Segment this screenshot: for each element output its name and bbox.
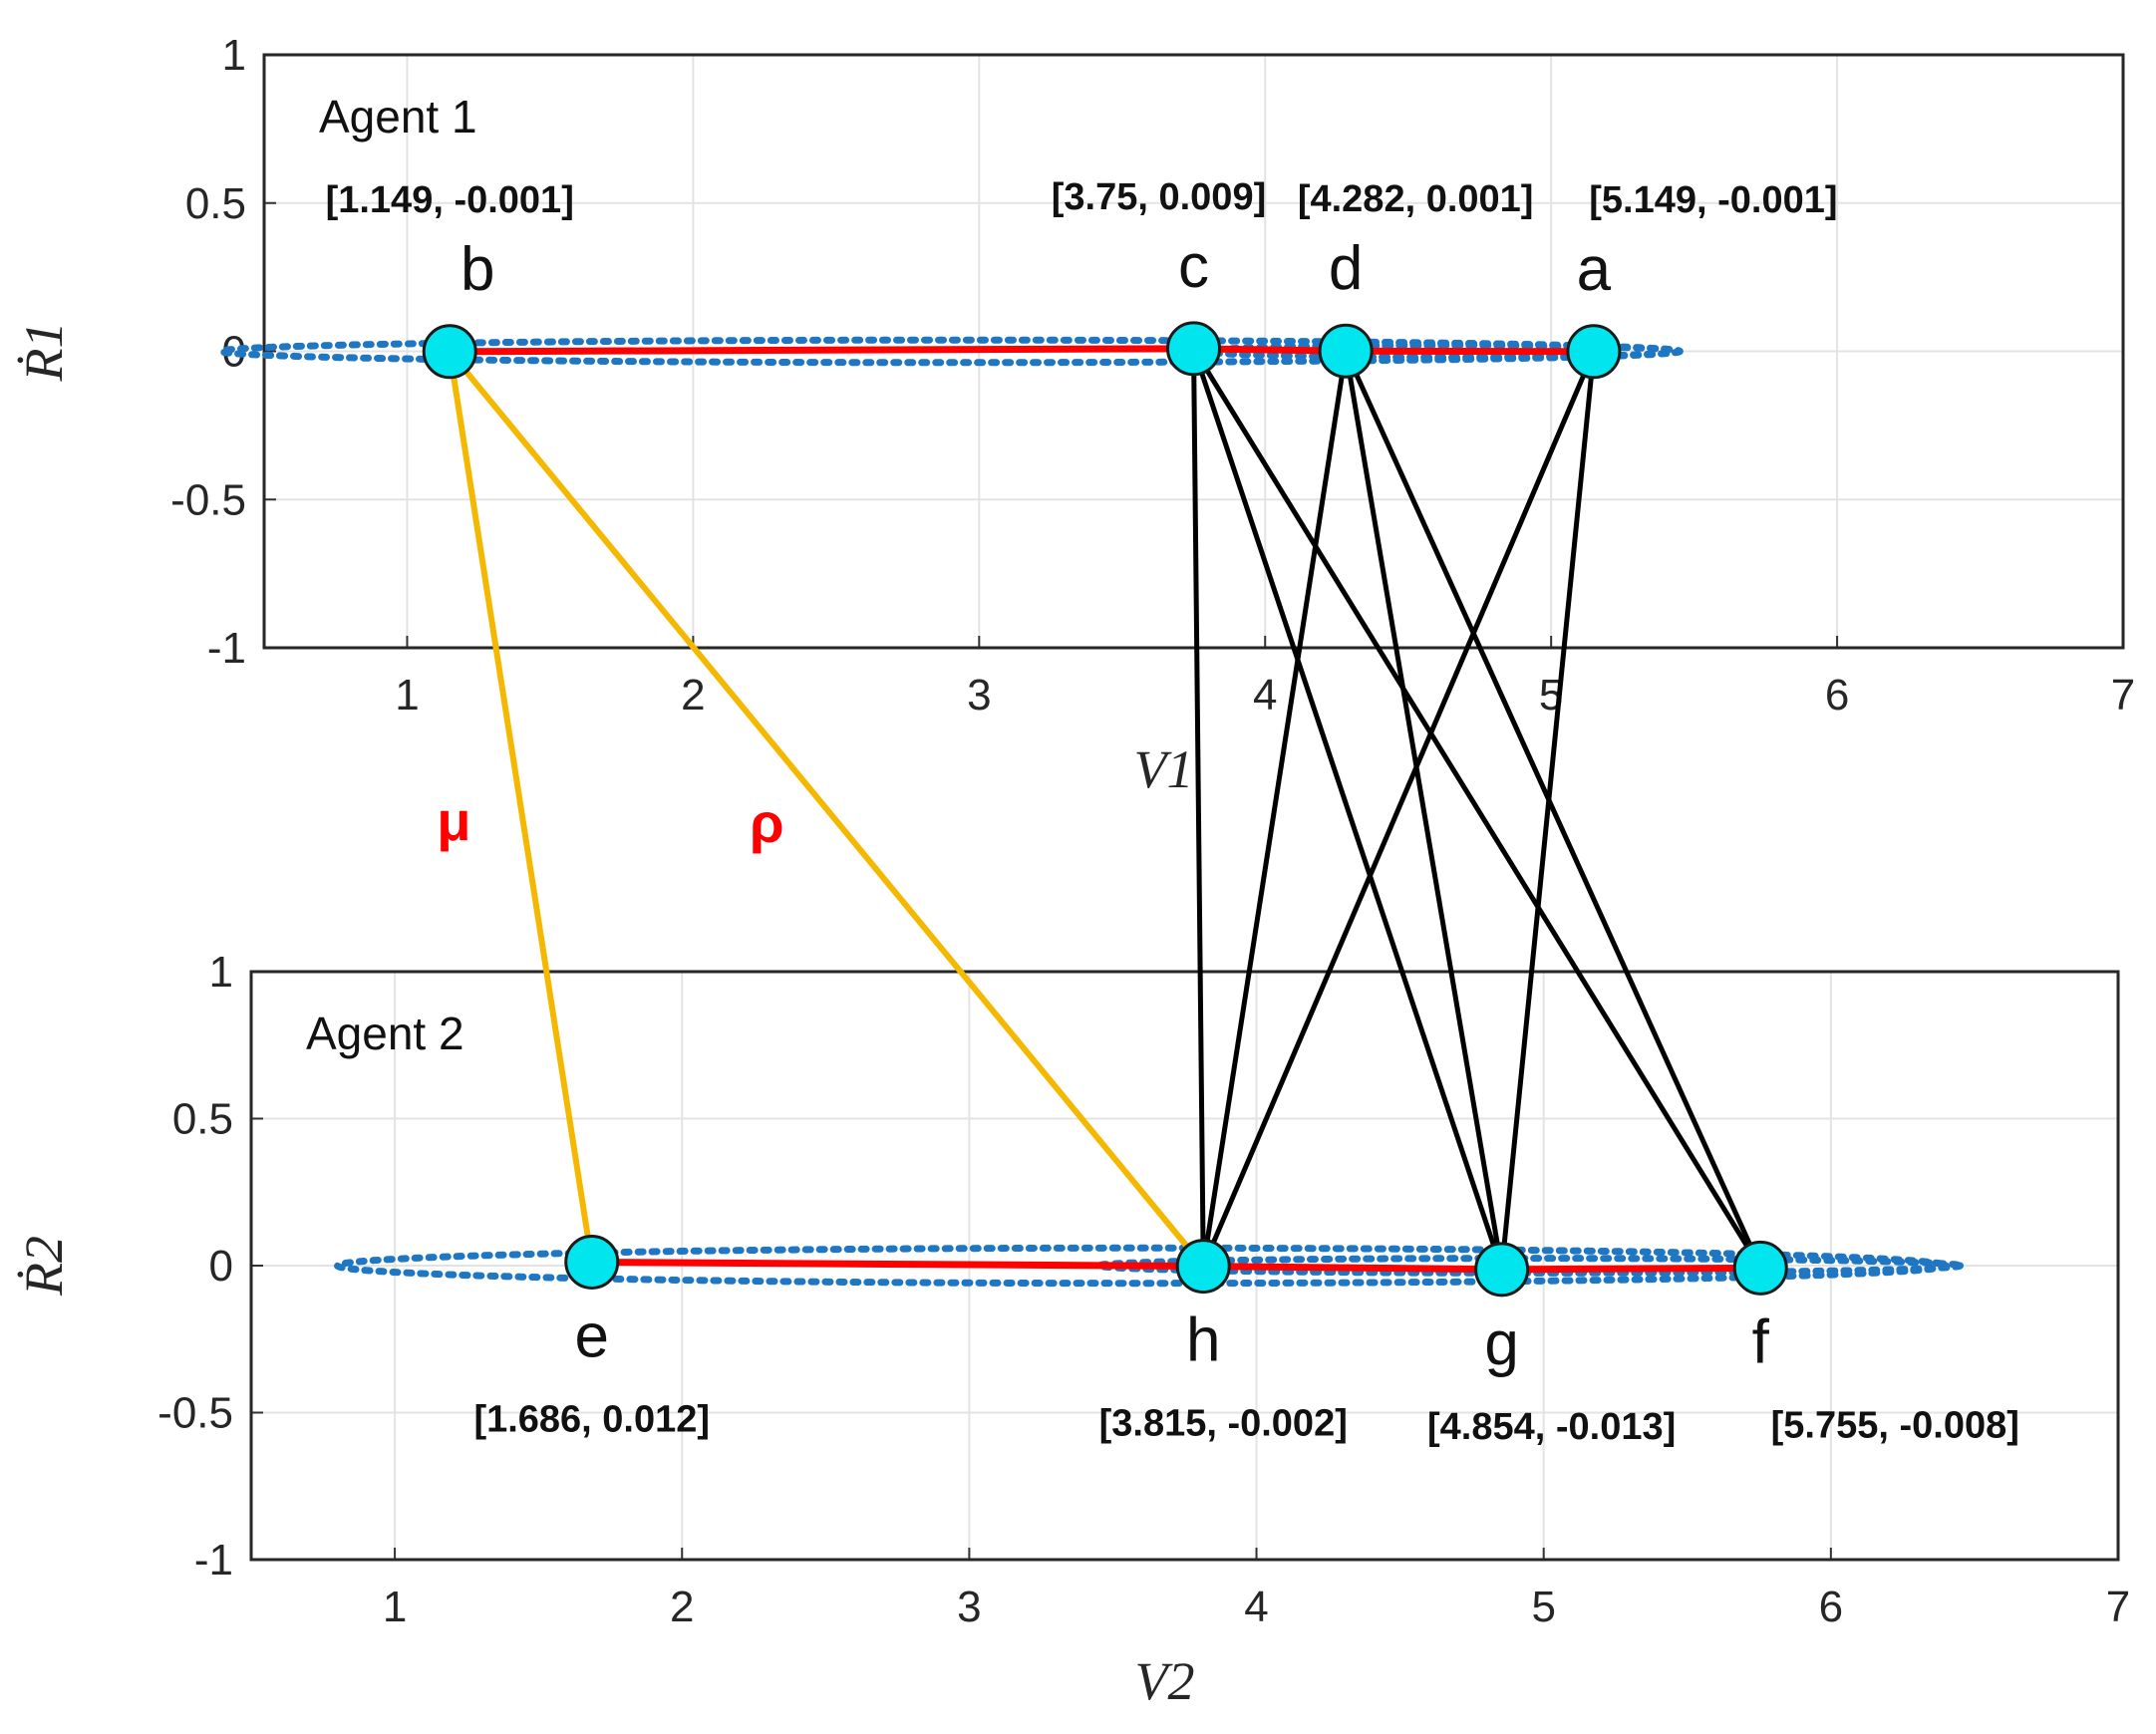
- y-tick-label: 1: [209, 948, 233, 997]
- node-label-e: e: [575, 1301, 609, 1370]
- y-axis-label: Ṙ1: [14, 322, 74, 383]
- node-f: [1732, 1240, 1788, 1296]
- panel-agent2: 1 2 3 4 5 6 7 1 0.5 0 -0.5 -1 V2 Ṙ2 Agent 2: [14, 948, 2130, 1711]
- x-tick-label: 6: [1819, 1583, 1843, 1631]
- y-tick-label: -0.5: [157, 1389, 233, 1438]
- link-line-d-f: [1343, 350, 1763, 1270]
- coupling-line-b-h: [447, 349, 1206, 1269]
- node-label-b: b: [461, 235, 494, 304]
- x-tick-label: 3: [957, 1583, 981, 1631]
- chain-segment: [1346, 347, 1594, 356]
- agent-title: Agent 1: [319, 91, 477, 143]
- x-tick-label: 5: [1531, 1583, 1555, 1631]
- node-a: [1566, 324, 1622, 380]
- node-g: [1474, 1242, 1530, 1298]
- y-tick-label: 1: [222, 31, 246, 80]
- x-tick-label: 7: [2106, 1583, 2130, 1631]
- link-line-a-g: [1499, 351, 1597, 1271]
- link-line-a-h: [1200, 350, 1597, 1268]
- y-tick-label: -1: [194, 1536, 233, 1585]
- x-axis-label: V2: [1135, 1651, 1195, 1711]
- coupling-line-b-e: [447, 351, 595, 1263]
- node-label-c: c: [1178, 232, 1209, 301]
- node-d: [1318, 323, 1374, 379]
- x-tick-label: 4: [1244, 1583, 1268, 1631]
- node-coord-f: [5.755, -0.008]: [1771, 1404, 2019, 1446]
- node-coord-b: [1.149, -0.001]: [326, 179, 574, 221]
- node-label-g: g: [1484, 1309, 1518, 1378]
- x-tick-label: 4: [1253, 671, 1277, 720]
- y-tick-label: -1: [207, 624, 246, 673]
- node-label-f: f: [1752, 1307, 1770, 1376]
- chain-segment: [591, 1258, 1204, 1271]
- y-tick-label: 0.5: [185, 179, 246, 228]
- x-tick-label: 2: [681, 671, 705, 720]
- y-tick-label: -0.5: [170, 475, 246, 524]
- node-coord-h: [3.815, -0.002]: [1099, 1403, 1348, 1445]
- y-tick-label: 0.5: [172, 1095, 233, 1144]
- x-axis-label: V1: [1134, 739, 1194, 799]
- x-tick-label: 7: [2111, 671, 2135, 720]
- node-coord-g: [4.854, -0.013]: [1427, 1406, 1676, 1448]
- node-coord-a: [5.149, -0.001]: [1589, 179, 1837, 221]
- x-tick-label: 6: [1825, 671, 1849, 720]
- node-label-h: h: [1186, 1306, 1220, 1375]
- node-label-d: d: [1329, 234, 1363, 303]
- link-line-d-g: [1343, 350, 1505, 1271]
- node-h: [1175, 1239, 1231, 1295]
- node-coord-d: [4.282, 0.001]: [1298, 178, 1534, 220]
- coupling-symbol: ρ: [750, 791, 784, 854]
- chain-segment: [1203, 1263, 1502, 1274]
- coupling-symbol: μ: [437, 789, 470, 852]
- chain-segment: [1501, 1264, 1761, 1274]
- panels-layer: 1 2 3 4 5 6 7 1 0.5 0 -0.5 -1 V1 Ṙ1 Agent 1 1 2 3 4 5 6 7 1 0.5…: [14, 31, 2135, 1711]
- node-coord-c: [3.75, 0.009]: [1052, 176, 1266, 218]
- link-line-c-f: [1191, 347, 1763, 1270]
- node-coord-e: [1.686, 0.012]: [473, 1398, 710, 1440]
- x-tick-label: 1: [383, 1583, 407, 1631]
- node-c: [1166, 321, 1221, 377]
- link-line-c-g: [1191, 348, 1504, 1271]
- node-label-a: a: [1577, 235, 1612, 304]
- node-e: [564, 1234, 620, 1290]
- x-tick-label: 3: [967, 671, 991, 720]
- link-line-c-h: [1191, 348, 1206, 1267]
- y-tick-label: 0: [209, 1242, 233, 1291]
- node-b: [422, 324, 477, 380]
- chain-segment: [450, 345, 1194, 356]
- axes-frame: [262, 53, 2125, 650]
- nodes-layer: b [1.149, -0.001] c [3.75, 0.009] d [4.282, 0…: [326, 176, 2019, 1448]
- x-tick-label: 2: [670, 1583, 694, 1631]
- link-line-d-h: [1200, 350, 1349, 1267]
- x-tick-label: 1: [395, 671, 419, 720]
- axes-frame: [249, 970, 2120, 1562]
- y-axis-label: Ṙ2: [14, 1236, 74, 1297]
- agent-title: Agent 2: [306, 1008, 464, 1059]
